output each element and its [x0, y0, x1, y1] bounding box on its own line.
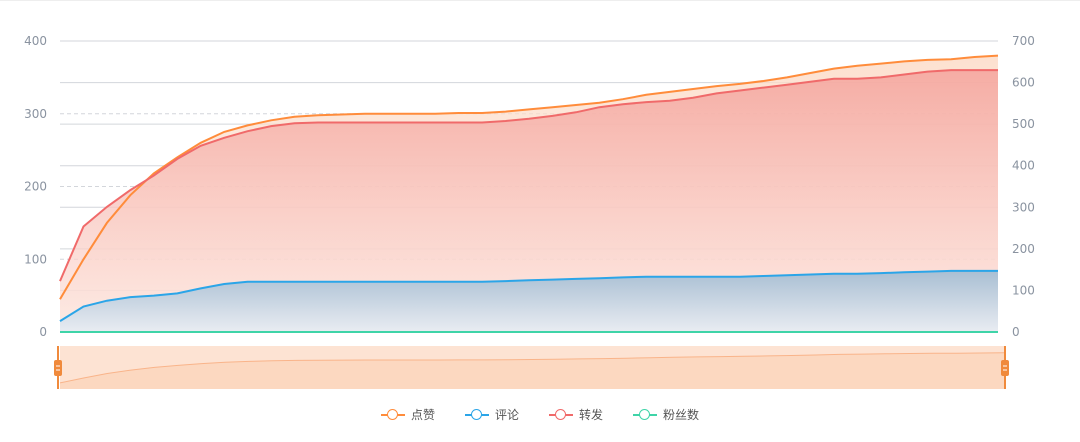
right-axis-tick-label: 300 [1012, 200, 1035, 214]
left-axis-tick-label: 400 [24, 34, 47, 48]
legend-circle-icon [464, 408, 489, 421]
right-axis-tick-label: 200 [1012, 242, 1035, 256]
data-zoom-right-handle[interactable] [1001, 346, 1009, 389]
data-zoom-preview-line [59, 352, 1005, 384]
legend-label: 评论 [494, 408, 519, 422]
left-axis-tick-label: 200 [24, 180, 47, 194]
legend-label: 点赞 [410, 408, 435, 422]
legend-label: 转发 [579, 408, 604, 422]
series-area-2 [60, 70, 998, 332]
legend-item[interactable]: 转发 [549, 406, 603, 423]
series-area-1 [60, 270, 998, 332]
legend-circle-icon [380, 408, 405, 421]
data-zoom-left-handle[interactable] [54, 346, 62, 389]
left-axis-tick-label: 0 [39, 325, 47, 339]
legend-item[interactable]: 粉丝数 [633, 406, 699, 423]
right-axis-tick-label: 400 [1012, 159, 1035, 173]
data-zoom-left-handle-grip [54, 360, 62, 376]
right-axis-tick-label: 600 [1012, 76, 1035, 90]
series-line-0 [59, 54, 999, 300]
legend-label: 粉丝数 [663, 408, 700, 422]
left-axis-tick-label: 100 [24, 252, 47, 266]
data-zoom-preview-area [60, 352, 1004, 389]
right-axis-tick-label: 100 [1012, 283, 1035, 297]
legend-circle-icon [549, 408, 573, 421]
legend: 点赞 评论 转发 粉丝数 [0, 406, 1080, 423]
right-axis-tick-label: 500 [1012, 117, 1035, 131]
legend-item[interactable]: 评论 [464, 406, 519, 423]
series-line-2 [59, 69, 998, 282]
data-zoom-right-handle-grip [1001, 360, 1009, 376]
right-axis-tick-label: 0 [1012, 325, 1020, 339]
left-axis-tick-label: 300 [24, 107, 47, 121]
series-line-1 [59, 269, 998, 322]
legend-item[interactable]: 点赞 [380, 406, 435, 423]
legend-circle-icon [633, 408, 658, 421]
right-axis-tick-label: 700 [1012, 34, 1035, 48]
